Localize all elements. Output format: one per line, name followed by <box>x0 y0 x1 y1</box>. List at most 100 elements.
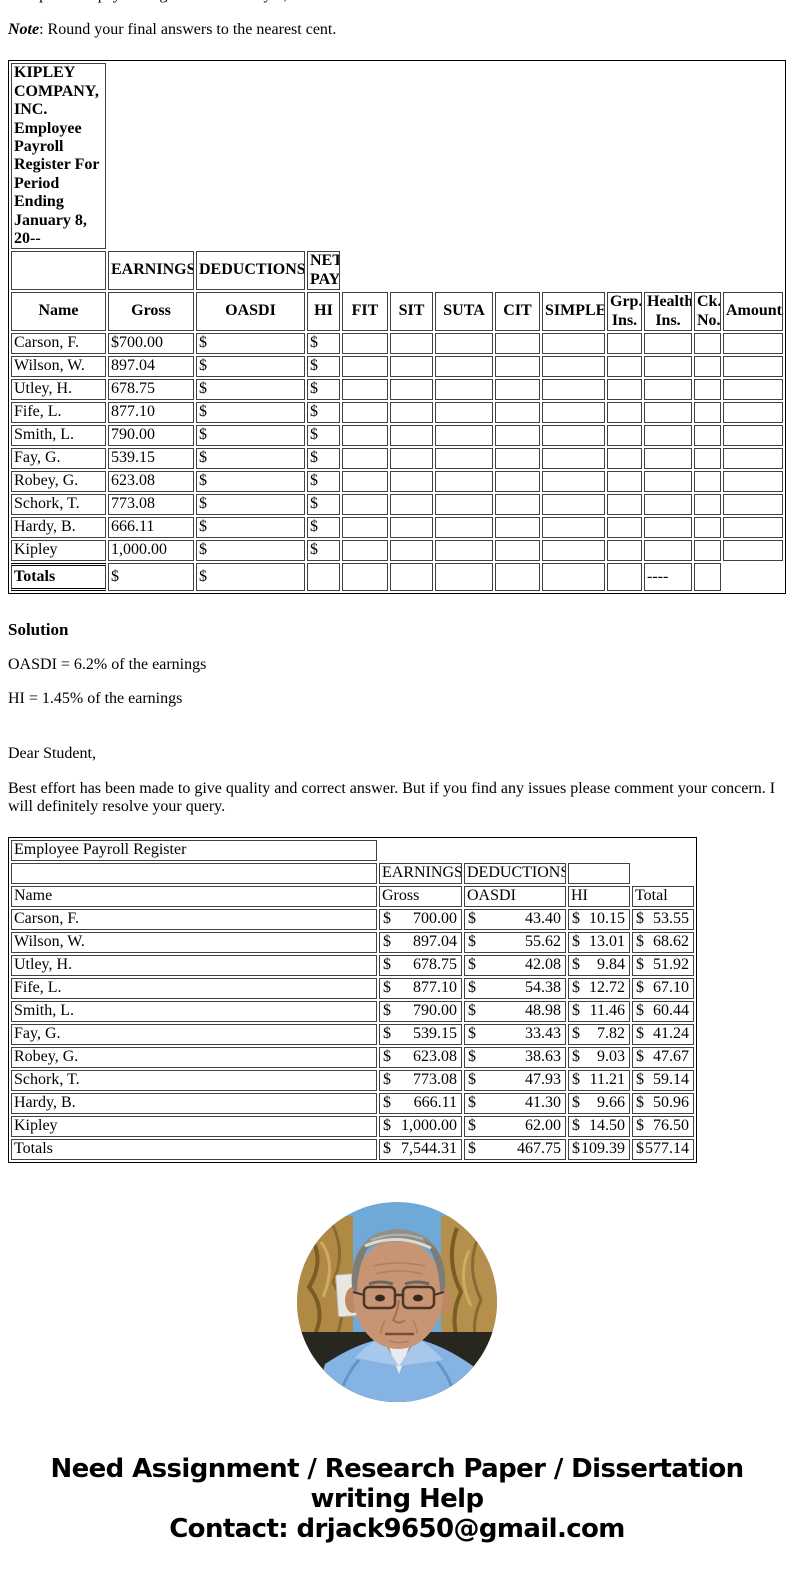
currency-symbol: $ <box>636 1047 644 1065</box>
currency-symbol: $ <box>572 1139 580 1157</box>
col-header-cit: CIT <box>495 292 540 332</box>
empty-cell <box>644 494 692 516</box>
empty-cell <box>723 494 783 516</box>
gross-cell: $ 666.11 <box>379 1092 462 1114</box>
hi-cell: $ <box>307 333 340 355</box>
gross-cell: 666.11 <box>108 517 194 539</box>
gross-cell: 623.08 <box>108 471 194 493</box>
total-cell: $ 51.92 <box>632 954 694 976</box>
hi-cell: $ 9.84 <box>568 954 630 976</box>
oasdi-cell: $ <box>196 425 305 447</box>
answer-table-body: Carson, F. $ 700.00 $ 43.40 $ 10.15 $ 53… <box>11 908 694 1137</box>
amount-value: 60.44 <box>653 1001 689 1019</box>
totals-label-cell: Totals <box>11 1138 377 1160</box>
amount-value: 7.82 <box>597 1024 625 1042</box>
table-row: Schork, T. $ 773.08 $ 47.93 $ 11.21 $ 59… <box>11 1069 694 1091</box>
empty-cell <box>644 471 692 493</box>
amount-value: 33.43 <box>525 1024 561 1042</box>
empty-cell <box>644 517 692 539</box>
amount-value: 76.50 <box>653 1116 689 1134</box>
total-cell: $ 53.55 <box>632 908 694 930</box>
disclaimer-message: Best effort has been made to give qualit… <box>8 779 776 816</box>
hi-cell: $ <box>307 356 340 378</box>
hi-cell: $ 10.15 <box>568 908 630 930</box>
table-row: Hardy, B. $ 666.11 $ 41.30 $ 9.66 $ 50.9… <box>11 1092 694 1114</box>
empty-cell <box>607 333 642 355</box>
amount-value: 53.55 <box>653 909 689 927</box>
hi-cell: $ <box>307 402 340 424</box>
gross-cell: 678.75 <box>108 379 194 401</box>
empty-cell <box>542 333 605 355</box>
column-header-row: Name Gross OASDI HI FIT SIT SUTA CIT SIM… <box>11 292 783 332</box>
total-cell: $ 50.96 <box>632 1092 694 1114</box>
empty-cell <box>694 494 721 516</box>
hi-cell: $ 7.82 <box>568 1023 630 1045</box>
currency-symbol: $ <box>383 1116 391 1134</box>
name-cell: Smith, L. <box>11 1000 377 1022</box>
footer-line-1: Need Assignment / Research Paper / Disse… <box>50 1453 744 1484</box>
empty-cell <box>694 563 721 592</box>
tutor-photo <box>297 1201 497 1402</box>
amount-value: 877.10 <box>413 978 457 996</box>
earnings-group-header: EARNINGS <box>379 862 462 884</box>
name-cell: Robey, G. <box>11 471 106 493</box>
gross-cell: $ 877.10 <box>379 977 462 999</box>
currency-symbol: $ <box>572 1116 580 1134</box>
total-cell: $ 68.62 <box>632 931 694 953</box>
hi-cell: $ <box>307 425 340 447</box>
deductions-group-header: DEDUCTIONS <box>196 251 305 291</box>
empty-cell <box>723 425 783 447</box>
empty-cell <box>644 448 692 470</box>
oasdi-cell: $ 55.62 <box>464 931 566 953</box>
empty-area <box>342 251 783 290</box>
col-header-grp-ins: Grp. Ins. <box>607 292 642 332</box>
currency-symbol: $ <box>572 1070 580 1088</box>
empty-cell <box>495 494 540 516</box>
empty-cell <box>390 517 433 539</box>
currency-symbol: $ <box>468 978 476 996</box>
hi-cell: $ 11.46 <box>568 1000 630 1022</box>
empty-cell <box>694 540 721 562</box>
empty-cell <box>390 356 433 378</box>
gross-cell: $ 1,000.00 <box>379 1115 462 1137</box>
empty-cell <box>495 425 540 447</box>
amount-value: 55.62 <box>525 932 561 950</box>
table-row: Fay, G. 539.15 $ $ <box>11 448 783 470</box>
totals-row: Totals $ $ ---- <box>11 563 783 592</box>
name-cell: Schork, T. <box>11 1069 377 1091</box>
empty-cell <box>435 448 493 470</box>
hi-cell: $ <box>307 471 340 493</box>
empty-cell <box>495 563 540 592</box>
currency-symbol: $ <box>468 1001 476 1019</box>
footer-promo: Need Assignment / Research Paper / Disse… <box>8 1454 786 1544</box>
name-cell: Robey, G. <box>11 1046 377 1068</box>
hi-cell: $ 9.66 <box>568 1092 630 1114</box>
column-header-row: Name Gross OASDI HI Total <box>11 885 694 907</box>
empty-area <box>632 863 694 884</box>
currency-symbol: $ <box>383 1001 391 1019</box>
empty-cell <box>435 356 493 378</box>
currency-symbol: $ <box>468 1024 476 1042</box>
amount-value: 10.15 <box>589 909 625 927</box>
gross-cell: 1,000.00 <box>108 540 194 562</box>
col-header-ck-no: Ck. No. <box>694 292 721 332</box>
currency-symbol: $ <box>383 1093 391 1111</box>
currency-symbol: $ <box>383 932 391 950</box>
empty-cell <box>342 494 388 516</box>
gross-cell: $700.00 <box>108 333 194 355</box>
gross-cell: $ 773.08 <box>379 1069 462 1091</box>
group-header-row: EARNINGS DEDUCTIONS <box>11 862 694 884</box>
empty-cell <box>435 402 493 424</box>
amount-value: 7,544.31 <box>401 1139 457 1157</box>
amount-value: 700.00 <box>413 909 457 927</box>
col-header-total: Total <box>632 885 694 907</box>
gross-cell: $ 897.04 <box>379 931 462 953</box>
currency-symbol: $ <box>636 932 644 950</box>
amount-value: 47.67 <box>653 1047 689 1065</box>
col-header-hi: HI <box>307 292 340 332</box>
currency-symbol: $ <box>636 1116 644 1134</box>
empty-cell <box>342 563 388 592</box>
empty-cell <box>542 425 605 447</box>
empty-area <box>108 63 783 249</box>
name-cell: Fay, G. <box>11 1023 377 1045</box>
